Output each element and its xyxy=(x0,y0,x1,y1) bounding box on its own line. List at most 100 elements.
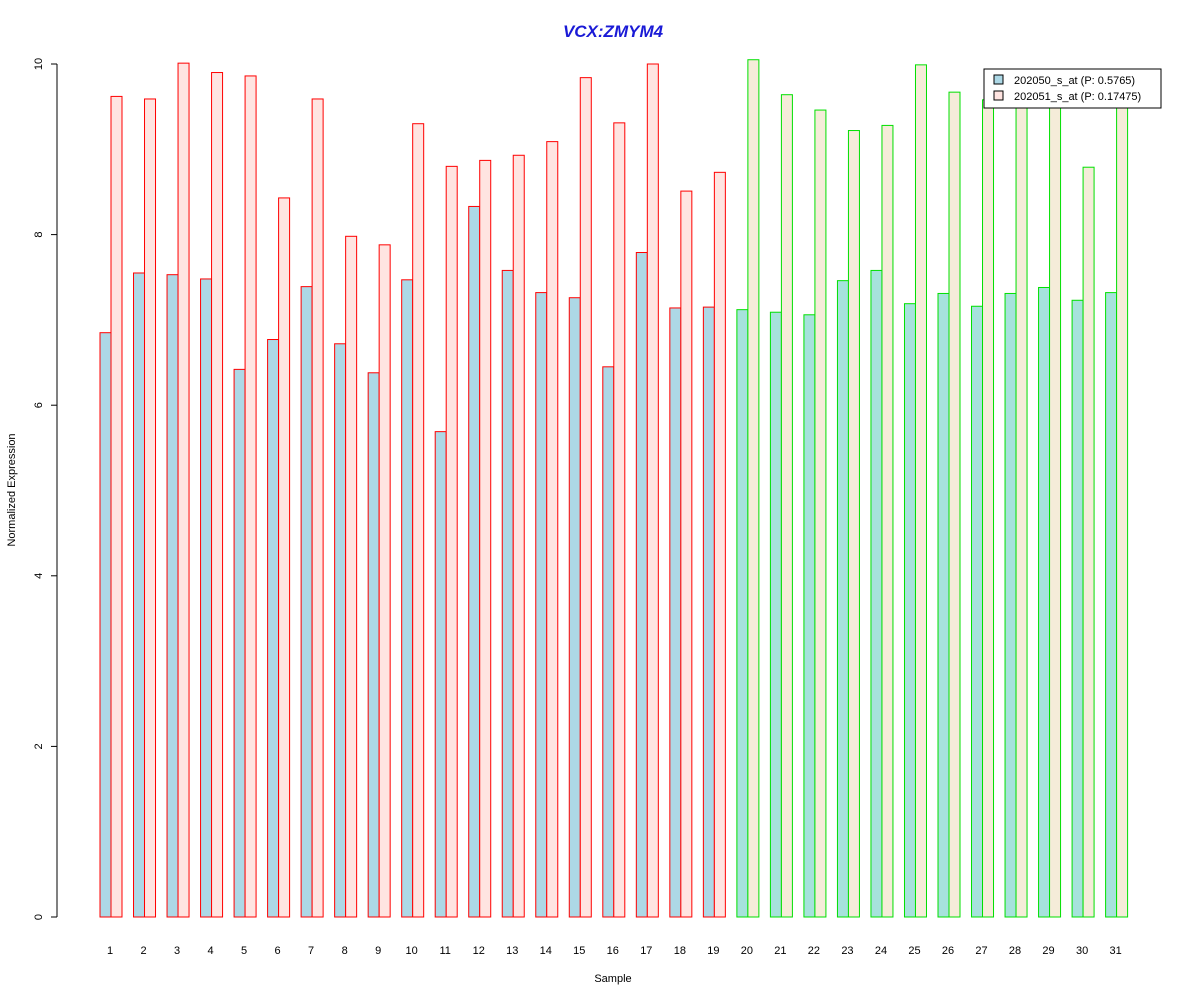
bar-series-1-sample-28 xyxy=(1004,292,1017,918)
y-tick-label: 10 xyxy=(33,58,45,70)
y-tick-label: 8 xyxy=(33,232,45,238)
bar-series-2-sample-10 xyxy=(412,123,425,918)
x-tick-label: 8 xyxy=(342,945,348,957)
bar-series-2-sample-5 xyxy=(244,75,257,918)
x-tick-label: 24 xyxy=(875,945,887,957)
bar-series-2-sample-1 xyxy=(110,95,123,918)
bar-series-2-sample-3 xyxy=(177,62,190,918)
bar-series-2-sample-29 xyxy=(1049,97,1062,918)
bar-series-1-sample-9 xyxy=(367,372,380,918)
x-tick-label: 2 xyxy=(140,945,146,957)
y-tick-label: 6 xyxy=(33,402,45,408)
bar-series-2-sample-24 xyxy=(881,124,894,918)
bar-series-1-sample-16 xyxy=(602,366,615,918)
x-tick-label: 31 xyxy=(1109,945,1121,957)
bar-series-1-sample-1 xyxy=(99,332,112,918)
legend-label-series-2: 202051_s_at (P: 0.17475) xyxy=(1014,91,1141,103)
y-tick-label: 0 xyxy=(33,914,45,920)
bar-series-1-sample-29 xyxy=(1038,286,1051,918)
bar-series-2-sample-8 xyxy=(345,235,358,918)
x-tick-label: 7 xyxy=(308,945,314,957)
bar-series-2-sample-30 xyxy=(1082,166,1095,918)
x-tick-label: 9 xyxy=(375,945,381,957)
bar-series-2-sample-7 xyxy=(311,98,324,918)
x-tick-label: 4 xyxy=(207,945,213,957)
bar-series-1-sample-23 xyxy=(836,280,849,918)
x-tick-label: 23 xyxy=(841,945,853,957)
bar-series-1-sample-31 xyxy=(1105,292,1118,918)
bar-series-1-sample-18 xyxy=(669,307,682,918)
bar-series-2-sample-21 xyxy=(780,94,793,918)
bar-series-2-sample-25 xyxy=(914,64,927,918)
bar-series-1-sample-11 xyxy=(434,431,447,918)
bar-series-2-sample-4 xyxy=(211,72,224,918)
bar-series-1-sample-4 xyxy=(200,278,213,918)
bar-series-1-sample-20 xyxy=(736,309,749,918)
legend-box xyxy=(983,68,1162,109)
x-tick-label: 25 xyxy=(908,945,920,957)
bar-series-1-sample-8 xyxy=(334,343,347,918)
bar-series-2-sample-31 xyxy=(1116,98,1129,918)
bar-series-2-sample-23 xyxy=(847,130,860,918)
bar-series-2-sample-14 xyxy=(546,141,559,918)
chart-title: VCX:ZMYM4 xyxy=(563,22,664,41)
bar-series-2-sample-22 xyxy=(814,109,827,918)
bar-series-2-sample-13 xyxy=(512,154,525,918)
bar-series-1-sample-21 xyxy=(769,311,782,918)
x-tick-label: 19 xyxy=(707,945,719,957)
bar-series-2-sample-17 xyxy=(646,63,659,918)
x-tick-label: 29 xyxy=(1042,945,1054,957)
bar-series-2-sample-18 xyxy=(680,190,693,918)
bar-series-1-sample-13 xyxy=(501,269,514,918)
bar-series-1-sample-24 xyxy=(870,269,883,918)
bar-series-2-sample-28 xyxy=(1015,96,1028,918)
y-axis: 0 2 4 6 8 10 xyxy=(33,58,58,920)
bar-series-1-sample-26 xyxy=(937,292,950,918)
bars xyxy=(99,59,1129,918)
bar-series-1-sample-6 xyxy=(267,339,280,918)
x-tick-label: 27 xyxy=(975,945,987,957)
bar-series-1-sample-7 xyxy=(300,286,313,918)
x-tick-label: 3 xyxy=(174,945,180,957)
bar-series-2-sample-11 xyxy=(445,165,458,918)
bar-series-1-sample-22 xyxy=(803,314,816,918)
x-tick-label: 26 xyxy=(942,945,954,957)
x-tick-label: 28 xyxy=(1009,945,1021,957)
x-tick-label: 14 xyxy=(540,945,552,957)
x-tick-label: 30 xyxy=(1076,945,1088,957)
x-tick-label: 1 xyxy=(107,945,113,957)
bar-series-1-sample-5 xyxy=(233,368,246,918)
x-tick-label: 11 xyxy=(439,945,450,957)
x-tick-label: 13 xyxy=(506,945,518,957)
x-axis-title: Sample xyxy=(594,973,631,985)
bar-series-2-sample-20 xyxy=(747,59,760,918)
bar-series-1-sample-10 xyxy=(401,279,414,918)
x-tick-label: 6 xyxy=(275,945,281,957)
x-tick-label: 20 xyxy=(741,945,753,957)
bar-series-1-sample-27 xyxy=(971,305,984,918)
x-tick-label: 21 xyxy=(774,945,786,957)
x-tick-label: 18 xyxy=(674,945,686,957)
legend: 202050_s_at (P: 0.5765) 202051_s_at (P: … xyxy=(983,68,1162,109)
legend-swatch-series-2 xyxy=(993,90,1004,101)
bar-series-1-sample-30 xyxy=(1071,299,1084,918)
y-tick-label: 2 xyxy=(33,743,45,749)
bar-series-2-sample-9 xyxy=(378,244,391,918)
bar-series-2-sample-12 xyxy=(479,159,492,918)
x-tick-label: 5 xyxy=(241,945,247,957)
bar-series-1-sample-12 xyxy=(468,205,481,918)
bar-series-1-sample-14 xyxy=(535,292,548,918)
bar-series-1-sample-3 xyxy=(166,274,179,918)
bar-series-2-sample-26 xyxy=(948,91,961,918)
x-tick-label: 15 xyxy=(573,945,585,957)
x-tick-label: 22 xyxy=(808,945,820,957)
bar-series-2-sample-2 xyxy=(144,98,157,918)
legend-label-series-1: 202050_s_at (P: 0.5765) xyxy=(1014,75,1135,87)
x-tick-labels: 1 2 3 4 5 6 7 8 9 10 11 12 13 14 15 16 17 18 19 20 21 22 23 24 2… xyxy=(107,945,1122,957)
bar-series-1-sample-17 xyxy=(635,252,648,918)
bar-series-1-sample-15 xyxy=(568,297,581,918)
bar-series-2-sample-15 xyxy=(579,77,592,918)
bar-series-2-sample-19 xyxy=(713,171,726,918)
bar-series-1-sample-19 xyxy=(702,306,715,918)
